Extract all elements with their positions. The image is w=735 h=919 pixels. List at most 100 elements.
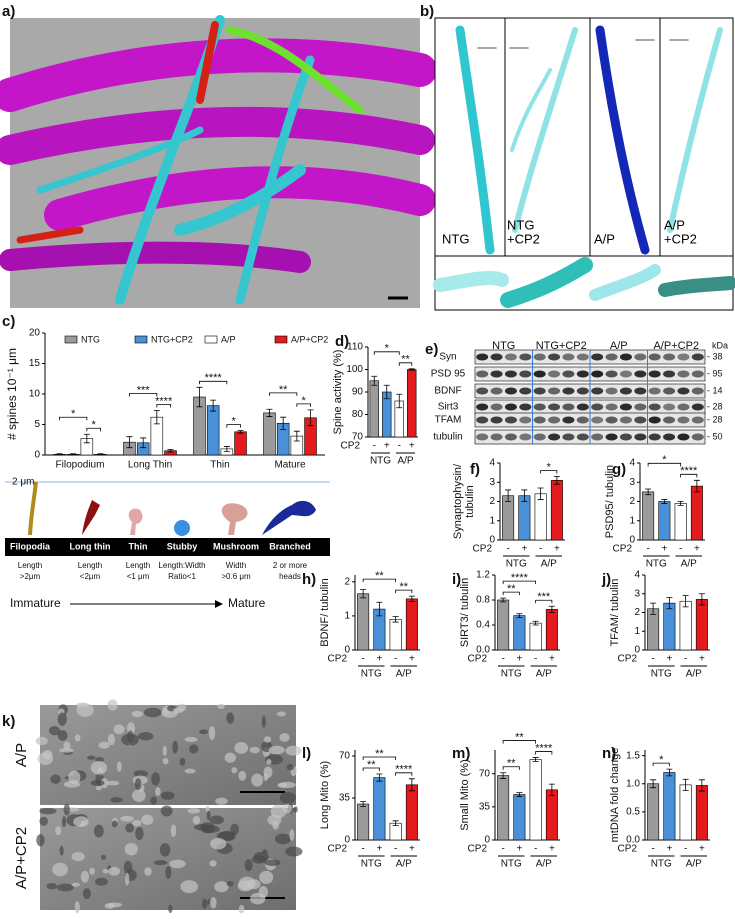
em-texture: [216, 831, 235, 841]
blot-band: [691, 416, 704, 424]
significance-bracket: [156, 404, 171, 408]
error-bar: [56, 453, 63, 456]
significance: **: [375, 570, 384, 582]
bar: [513, 615, 526, 651]
em-texture: [110, 797, 123, 803]
blot-band: [605, 370, 618, 378]
em-texture: [215, 797, 228, 805]
panel-label: g): [612, 461, 626, 478]
blot-row-label: BDNF: [434, 386, 461, 397]
bar: [407, 369, 417, 438]
error-bar: [650, 602, 657, 615]
em-texture: [111, 820, 118, 828]
blot-row-label: TFAM: [435, 415, 462, 426]
spine-criterion: Ratio<1: [168, 572, 196, 581]
significance: *: [71, 408, 76, 420]
significance: *: [232, 416, 237, 428]
blot-band: [677, 416, 690, 424]
x-axis-label: CP2: [341, 441, 361, 452]
em-texture: [187, 808, 201, 814]
em-texture: [274, 833, 292, 845]
blot-band: [562, 353, 575, 361]
significance-bracket: [398, 362, 413, 366]
em-texture: [123, 860, 133, 874]
blot-band: [519, 403, 532, 411]
bar: [679, 784, 692, 841]
error-bar: [97, 453, 104, 456]
bar: [497, 775, 510, 841]
significance: **: [375, 748, 384, 760]
y-axis-label: tubulin: [464, 485, 476, 517]
y-tick-label: 4: [634, 570, 640, 581]
x-axis-label: CP2: [613, 544, 633, 555]
significance: **: [401, 354, 410, 366]
significance-bracket: [199, 380, 228, 385]
panel-label: k): [2, 713, 15, 730]
em-texture: [278, 781, 296, 789]
y-tick-label: 20: [29, 328, 41, 339]
em-texture: [162, 757, 169, 765]
em-texture: [151, 772, 160, 786]
em-texture: [59, 845, 64, 856]
em-texture: [264, 859, 281, 867]
blot-band: [619, 433, 632, 441]
error-bar: [532, 757, 539, 762]
blot-band: [504, 403, 517, 411]
blot-band: [619, 403, 632, 411]
blot-band: [476, 387, 489, 395]
blot-band: [548, 387, 561, 395]
blot-band: [591, 403, 604, 411]
significance-bracket: [395, 772, 413, 776]
blot-band: [562, 403, 575, 411]
image-label: NTG: [442, 231, 469, 246]
significance-bracket: [373, 351, 400, 355]
blot-row-label: Syn: [439, 352, 456, 363]
panel-label: c): [2, 313, 15, 330]
em-texture: [279, 791, 296, 804]
significance-bracket: [59, 416, 88, 421]
panel-label: a): [2, 3, 15, 20]
em-texture: [82, 888, 91, 900]
x-tick-label: -: [534, 844, 537, 855]
y-tick-label: 80: [352, 409, 364, 420]
error-bar: [307, 409, 314, 427]
em-texture: [71, 882, 81, 887]
significance: ****: [535, 742, 553, 754]
y-tick-label: 2: [489, 496, 495, 507]
blot-group: NTG: [492, 340, 515, 352]
blot-band: [591, 353, 604, 361]
em-texture: [95, 785, 103, 791]
panel-label: m): [452, 745, 470, 762]
em-texture: [208, 726, 216, 741]
group-label: NTG: [501, 669, 522, 680]
spine-criterion: Length:Width: [158, 561, 205, 570]
error-bar: [408, 778, 415, 792]
y-tick-label: 0.4: [476, 620, 490, 631]
x-tick-label: +: [516, 844, 522, 855]
blot-band: [663, 387, 676, 395]
x-tick-label: -: [684, 654, 687, 665]
em-texture: [209, 860, 217, 867]
y-axis-label: mtDNA fold change: [609, 748, 621, 843]
group-label: NTG: [361, 669, 382, 680]
group-label: A/P: [681, 559, 697, 570]
em-texture: [42, 749, 53, 760]
error-bar: [280, 416, 287, 430]
blot-row-label: Sirt3: [438, 402, 459, 413]
blot-band: [504, 387, 517, 395]
bar: [513, 794, 526, 841]
em-texture: [49, 726, 61, 736]
kda: - 38: [707, 351, 723, 361]
em-texture: [137, 731, 154, 741]
em-texture: [39, 816, 49, 826]
em-texture: [124, 872, 130, 886]
panel-label: e): [425, 341, 438, 358]
em-texture: [116, 761, 122, 772]
blot-band: [691, 433, 704, 441]
em-texture: [98, 741, 110, 749]
spine-criterion: Width: [226, 561, 246, 570]
x-tick-label: +: [694, 544, 700, 555]
error-bar: [645, 488, 652, 496]
blot-band: [562, 416, 575, 424]
bar: [674, 503, 687, 541]
